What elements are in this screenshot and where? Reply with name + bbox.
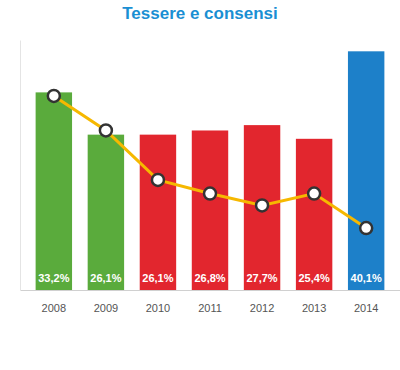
x-tick-label: 2009 (94, 302, 118, 314)
y-axis-line (20, 41, 21, 291)
chart: Tessere e consensi2008200920102011201220… (0, 0, 400, 370)
line-marker (100, 124, 112, 136)
x-tick: 2009 (94, 290, 118, 314)
line-marker (256, 199, 268, 211)
x-tick-label: 2011 (198, 302, 222, 314)
x-tick: 2014 (354, 290, 378, 314)
bar (36, 92, 72, 290)
x-tick-label: 2008 (42, 302, 66, 314)
data-label: 27,7% (246, 272, 277, 284)
line-marker (48, 90, 60, 102)
data-labels: 33,2% 26,1% 26,1% 26,8% 27,7% 25,4% 40,1% (38, 272, 382, 284)
data-label: 26,1% (142, 272, 173, 284)
bar (88, 135, 124, 290)
x-tick: 2008 (42, 290, 66, 314)
x-tick-label: 2014 (354, 302, 378, 314)
x-axis-line (21, 290, 400, 291)
data-label: 25,4% (299, 272, 330, 284)
x-tick: 2012 (250, 290, 274, 314)
data-label: 33,2% (38, 272, 69, 284)
x-tick-label: 2013 (302, 302, 326, 314)
bar (192, 130, 228, 290)
bar (244, 125, 280, 290)
data-label: 26,1% (90, 272, 121, 284)
y-axis (20, 41, 21, 291)
bar (140, 135, 176, 290)
bar (348, 51, 384, 290)
data-label: 40,1% (351, 272, 382, 284)
data-label: 26,8% (194, 272, 225, 284)
line (54, 96, 366, 228)
bar (296, 139, 332, 290)
x-tick: 2013 (302, 290, 326, 314)
title: Tessere e consensi (122, 4, 278, 23)
plot-area (36, 51, 385, 290)
x-tick: 2010 (146, 290, 170, 314)
x-tick-label: 2012 (250, 302, 274, 314)
line-marker (308, 188, 320, 200)
line-marker (204, 188, 216, 200)
x-tick-label: 2010 (146, 302, 170, 314)
line-marker (152, 174, 164, 186)
x-axis: 2008 2009 2010 2011 2012 2013 2014 (21, 290, 400, 314)
x-tick: 2011 (198, 290, 222, 314)
line-marker (360, 222, 372, 234)
